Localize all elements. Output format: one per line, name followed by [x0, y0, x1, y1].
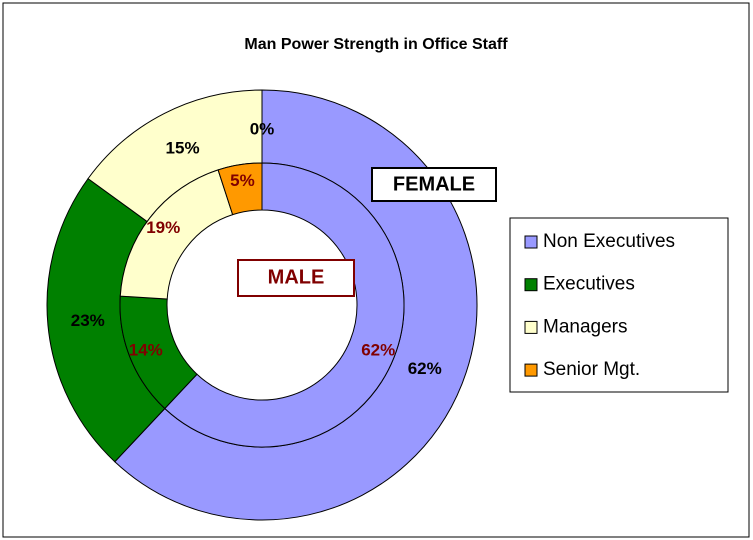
female-box — [371, 167, 497, 202]
legend-swatch — [524, 278, 538, 292]
chart-title: Man Power Strength in Office Staff — [244, 36, 508, 53]
data-label: 62% — [408, 359, 442, 378]
data-label: 62% — [361, 340, 395, 359]
data-label: 14% — [129, 340, 163, 359]
data-label: 5% — [230, 171, 255, 190]
male-box — [237, 259, 355, 297]
segment — [217, 162, 263, 216]
data-label: 19% — [146, 218, 180, 237]
legend-box — [509, 217, 729, 393]
data-label: 15% — [166, 139, 200, 158]
legend-label: Managers — [543, 316, 628, 337]
data-label: 0% — [250, 119, 275, 138]
legend-label: Non Executives — [543, 231, 675, 252]
legend-label: Executives — [543, 274, 635, 295]
legend-label: Senior Mgt. — [543, 359, 640, 380]
legend-swatch — [524, 235, 538, 249]
data-label: 23% — [71, 311, 105, 330]
legend-swatch — [524, 363, 538, 377]
legend-swatch — [524, 320, 538, 334]
ring-label: MALE — [268, 266, 325, 288]
ring-label: FEMALE — [393, 173, 475, 195]
